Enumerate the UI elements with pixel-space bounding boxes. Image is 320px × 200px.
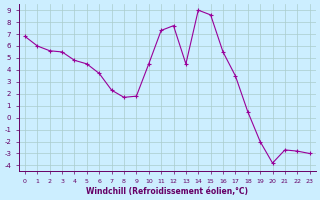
X-axis label: Windchill (Refroidissement éolien,°C): Windchill (Refroidissement éolien,°C): [86, 187, 248, 196]
